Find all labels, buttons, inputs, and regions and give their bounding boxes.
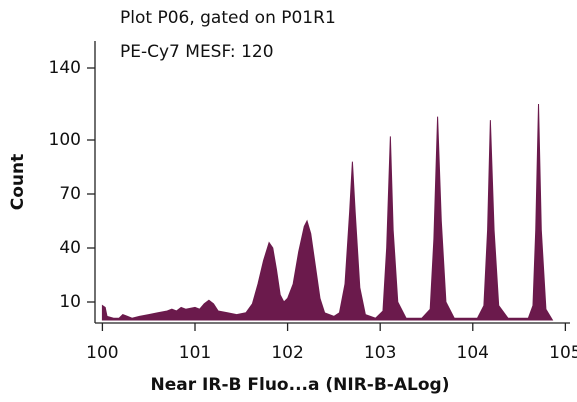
x-tick-label: 102	[271, 343, 303, 363]
y-tick-label: 100	[49, 130, 81, 150]
histogram-area	[101, 103, 554, 321]
x-tick-label: 101	[179, 343, 211, 363]
y-axis-title: Count	[8, 154, 28, 211]
x-tick-label: 100	[86, 343, 118, 363]
y-tick-label: 40	[59, 238, 81, 258]
x-tick-label: 104	[457, 343, 489, 363]
chart-title: Plot P06, gated on P01R1	[120, 8, 336, 28]
y-tick-label: 70	[59, 184, 81, 204]
chart-subtitle: PE-Cy7 MESF: 120	[120, 42, 274, 62]
y-tick-label: 140	[49, 58, 81, 78]
x-tick-label: 105	[549, 343, 577, 363]
x-axis-title: Near IR-B Fluo...a (NIR-B-ALog)	[151, 375, 450, 395]
x-tick-label: 103	[364, 343, 396, 363]
y-tick-label: 10	[59, 292, 81, 312]
